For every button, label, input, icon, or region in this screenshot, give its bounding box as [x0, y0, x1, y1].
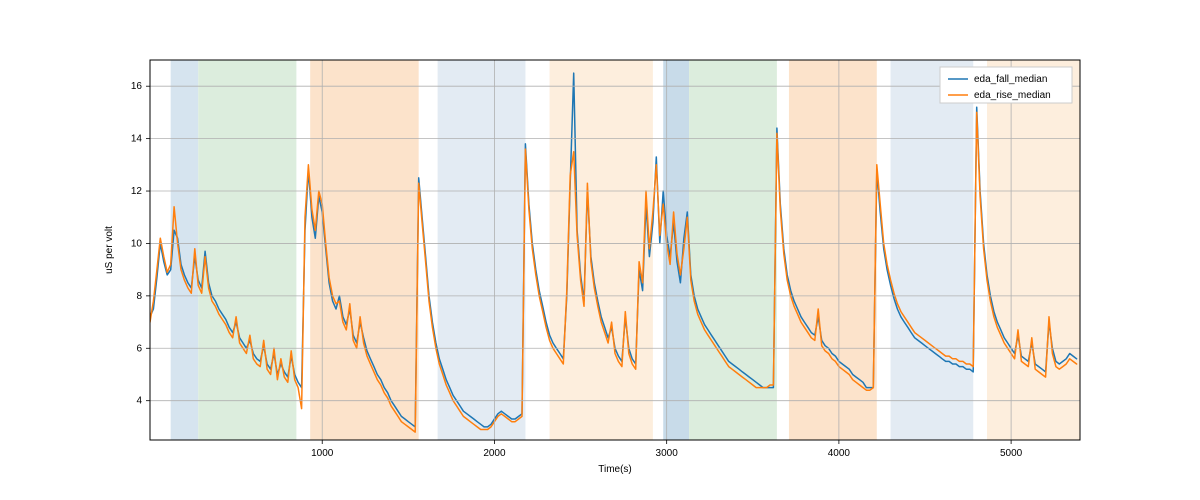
x-tick-label: 1000	[311, 448, 334, 459]
y-tick-label: 10	[131, 238, 143, 249]
x-tick-label: 2000	[483, 448, 506, 459]
shaded-region	[891, 60, 974, 440]
line-chart: 1000 2000 3000 4000 5000 4 6 8 10 12 14 16 Time(s) uS…	[0, 0, 1200, 500]
shaded-region	[198, 60, 296, 440]
y-tick-label: 14	[131, 134, 143, 145]
y-tick-label: 6	[136, 343, 142, 354]
chart-container: 1000 2000 3000 4000 5000 4 6 8 10 12 14 16 Time(s) uS…	[0, 0, 1200, 500]
legend-label: eda_rise_median	[974, 90, 1051, 101]
shaded-region	[689, 60, 777, 440]
y-tick-label: 12	[131, 186, 143, 197]
y-tick-label: 16	[131, 81, 143, 92]
shaded-region	[987, 60, 1080, 440]
x-tick-label: 4000	[828, 448, 851, 459]
shaded-region	[438, 60, 526, 440]
x-axis-label: Time(s)	[598, 464, 632, 475]
y-tick-label: 4	[136, 396, 142, 407]
y-tick-label: 8	[136, 291, 142, 302]
shaded-region	[550, 60, 653, 440]
x-tick-label: 5000	[1000, 448, 1023, 459]
legend-label: eda_fall_median	[974, 74, 1047, 85]
y-axis-label: uS per volt	[104, 226, 115, 274]
x-tick-label: 3000	[656, 448, 679, 459]
